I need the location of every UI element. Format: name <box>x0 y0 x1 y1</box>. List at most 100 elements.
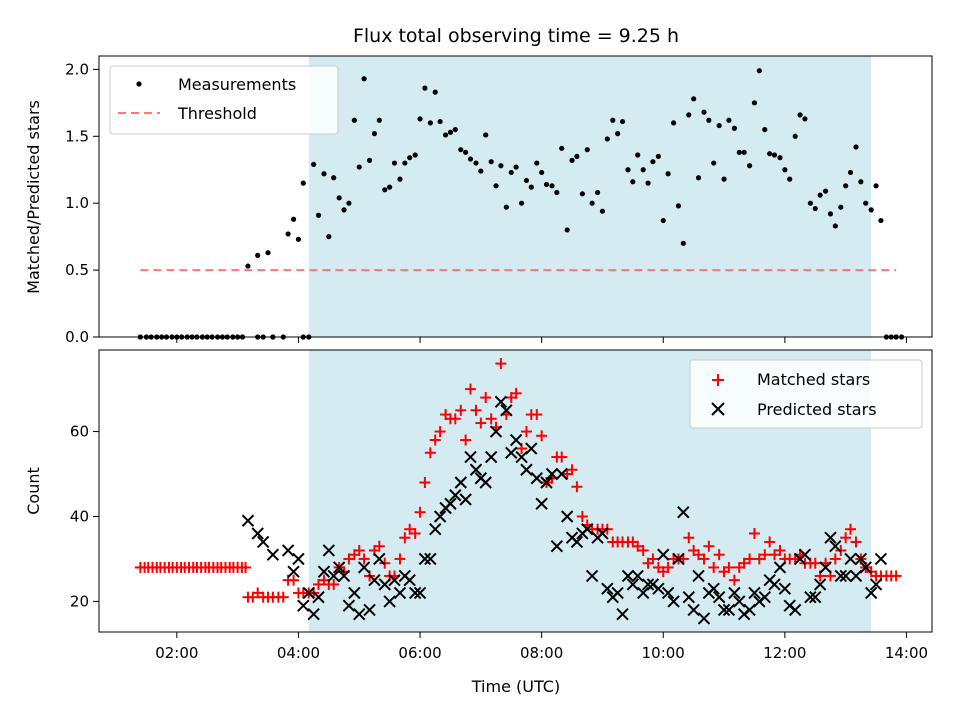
top-y-axis: 0.0 0.5 1.0 1.5 2.0 <box>65 60 99 346</box>
predicted-star-point <box>449 489 462 502</box>
measurement-point <box>584 147 590 153</box>
predicted-star-point <box>728 586 741 600</box>
measurement-point <box>807 200 813 206</box>
predicted-star-point <box>864 586 878 600</box>
matched-star-point <box>485 413 497 425</box>
matched-star-point <box>434 426 446 438</box>
predicted-star-point <box>484 450 498 464</box>
matched-star-point <box>520 426 532 438</box>
predicted-star-point <box>798 548 812 561</box>
predicted-star-point <box>327 569 340 583</box>
predicted-stars-legend-marker <box>711 402 725 416</box>
measurement-point <box>412 152 418 158</box>
predicted-star-point-b <box>368 573 381 587</box>
predicted-star-point <box>429 523 442 536</box>
predicted-star-point-b <box>824 531 837 544</box>
predicted-star-point <box>555 467 568 481</box>
measurement-point <box>447 129 454 135</box>
matched-star-point <box>460 434 472 446</box>
predicted-star-point <box>768 578 781 591</box>
matched-star-point <box>728 574 740 586</box>
measurement-point <box>549 183 555 189</box>
measurement-point <box>265 250 271 256</box>
measurement-point <box>295 236 302 242</box>
top-observing-window <box>308 56 872 337</box>
predicted-star-point <box>540 476 553 489</box>
measurement-point <box>767 151 773 157</box>
matched-star-point <box>703 540 715 552</box>
measurement-point <box>346 200 352 206</box>
matched-star-point <box>744 553 756 565</box>
matched-star-point <box>240 561 252 573</box>
predicted-star-point <box>297 599 310 612</box>
measurement-point <box>513 164 519 170</box>
matched-star-point <box>277 591 289 603</box>
x-axis-label: Time (UTC) <box>471 677 560 696</box>
measurement-point <box>832 223 838 229</box>
matched-star-point <box>829 553 841 565</box>
predicted-star-point-b <box>596 527 609 540</box>
measurement-point <box>680 240 686 246</box>
y-tick-label: 2.0 <box>65 60 89 78</box>
predicted-star-point-b <box>667 595 680 608</box>
predicted-star-point-b <box>317 565 331 578</box>
predicted-star-point-b <box>758 590 771 604</box>
predicted-star-point-b <box>530 472 543 485</box>
top-panel: 0.00.51.01.52.0 Matched/Predicted stars … <box>24 55 933 346</box>
matched-star-point <box>759 549 771 561</box>
measurement-point <box>442 132 449 138</box>
predicted-star-point-b <box>768 578 781 591</box>
measurement-point <box>675 203 682 209</box>
matched-star-point <box>449 413 461 425</box>
matched-star-point <box>576 510 588 522</box>
predicted-star-point <box>353 607 366 621</box>
y-tick-label: 1.0 <box>65 194 89 212</box>
predicted-star-point-b <box>555 467 568 481</box>
predicted-star-point-b <box>348 586 361 600</box>
x-tick-label: 12:00 <box>763 644 806 662</box>
predicted-star-point-b <box>433 510 447 523</box>
predicted-star-point-b <box>342 599 356 612</box>
predicted-star-point <box>560 510 574 523</box>
measurement-point <box>706 117 712 123</box>
predicted-star-point <box>869 578 883 591</box>
predicted-star-point-b <box>540 476 553 489</box>
predicted-star-point <box>631 569 644 583</box>
predicted-star-point <box>509 433 523 447</box>
predicted-star-point-b <box>469 463 483 476</box>
matched-star-point <box>373 540 385 552</box>
measurement-point <box>473 160 479 166</box>
predicted-star-point-b <box>545 467 559 481</box>
predicted-star-point-b <box>484 450 498 464</box>
measurement-point <box>853 144 859 150</box>
predicted-star-point-b <box>864 586 878 600</box>
predicted-star-point <box>616 607 629 621</box>
top-legend: Measurements Threshold <box>109 65 339 135</box>
predicted-star-point-b <box>677 506 690 519</box>
predicted-star-point <box>621 569 635 583</box>
predicted-star-point <box>302 586 315 600</box>
predicted-star-point <box>378 578 391 591</box>
measurement-point <box>366 157 373 163</box>
measurement-point <box>655 153 661 159</box>
predicted-star-point-b <box>829 540 842 553</box>
measurement-point <box>619 118 626 125</box>
measurement-point <box>762 126 768 133</box>
measurement-point <box>594 189 601 196</box>
predicted-star-point-b <box>459 493 472 506</box>
matched-star-point <box>424 447 436 459</box>
measurement-point <box>660 217 666 224</box>
predicted-star-point-b <box>489 425 503 438</box>
measurement-point <box>245 263 251 269</box>
measurement-point <box>422 85 428 91</box>
predicted-star-point <box>266 548 280 561</box>
bottom-x-axis: 02:00 04:00 06:00 08:00 10:00 12:00 14:00 <box>155 632 928 662</box>
predicted-star-point <box>530 472 543 485</box>
predicted-star-point <box>733 595 746 608</box>
predicted-star-point <box>854 552 868 566</box>
measurement-point <box>579 191 585 197</box>
y-tick-label: 0.0 <box>65 328 89 346</box>
bottom-legend: Matched stars Predicted stars <box>689 359 923 429</box>
measurement-point <box>376 117 382 123</box>
predicted-star-point <box>342 599 356 612</box>
